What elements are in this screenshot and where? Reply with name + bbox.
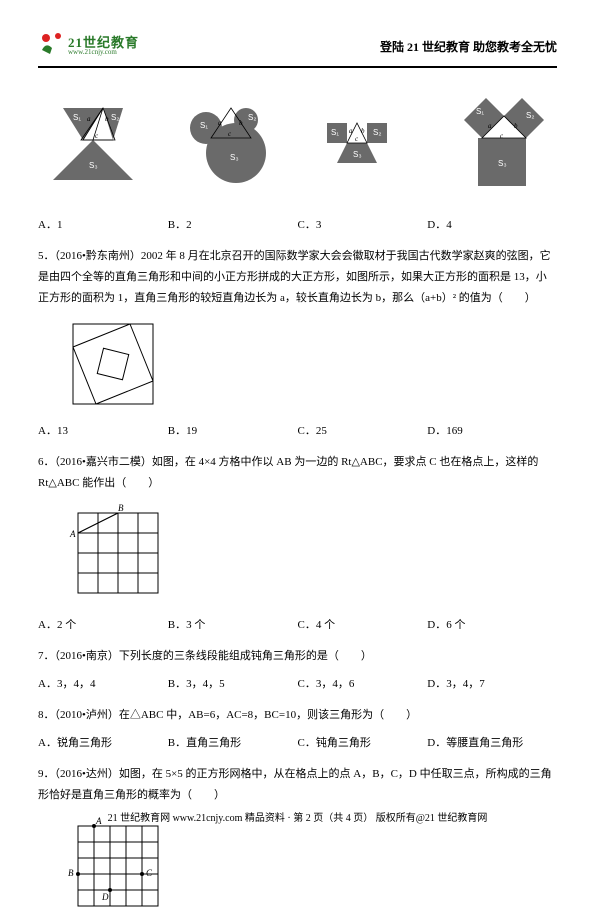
svg-text:S₃: S₃ — [230, 153, 239, 162]
q4-fig3: S₁ S₂ S₃ a b c — [309, 103, 409, 183]
svg-text:S₁: S₁ — [331, 128, 339, 137]
svg-text:S₁: S₁ — [476, 107, 484, 116]
q5-opt-d: D．169 — [427, 422, 557, 438]
q7-text: 7．（2016•南京）下列长度的三条线段能组成钝角三角形的是（ ） — [38, 646, 557, 667]
q4-opt-a: A．1 — [38, 216, 168, 232]
q5-opt-b: B．19 — [168, 422, 298, 438]
q6-opt-b: B．3 个 — [168, 616, 298, 632]
logo: 21世纪教育 www.21cnjy.com — [38, 30, 139, 62]
svg-text:S₃: S₃ — [353, 150, 362, 159]
svg-text:S₂: S₂ — [248, 113, 256, 122]
q5-options: A．13 B．19 C．25 D．169 — [38, 422, 557, 438]
q7-opt-c: C．3，4，6 — [298, 675, 428, 691]
svg-text:c: c — [355, 135, 359, 143]
svg-text:a: a — [488, 122, 492, 130]
q8-options: A．锐角三角形 B．直角三角形 C．钝角三角形 D．等腰直角三角形 — [38, 734, 557, 750]
q4-figures: S₁ S₂ S₃ a b c S₁ S₂ S₃ a b c S₁ S₂ S₃ a… — [38, 88, 557, 198]
q4-opt-b: B．2 — [168, 216, 298, 232]
svg-text:c: c — [95, 132, 99, 140]
svg-text:A: A — [69, 529, 76, 539]
svg-text:b: b — [105, 115, 109, 123]
q4-opt-c: C．3 — [298, 216, 428, 232]
q6-opt-c: C．4 个 — [298, 616, 428, 632]
q6-figure: A B — [68, 503, 557, 606]
svg-text:S₁: S₁ — [73, 113, 81, 122]
q6-options: A．2 个 B．3 个 C．4 个 D．6 个 — [38, 616, 557, 632]
svg-text:D: D — [101, 892, 109, 902]
svg-text:S₂: S₂ — [526, 111, 534, 120]
q4-fig2: S₁ S₂ S₃ a b c — [176, 98, 276, 188]
svg-text:S₂: S₂ — [111, 113, 119, 122]
q7-opt-b: B．3，4，5 — [168, 675, 298, 691]
q7-options: A．3，4，4 B．3，4，5 C．3，4，6 D．3，4，7 — [38, 675, 557, 691]
page-header: 21世纪教育 www.21cnjy.com 登陆 21 世纪教育 助您教考全无忧 — [38, 30, 557, 68]
q4-fig1: S₁ S₂ S₃ a b c — [43, 98, 143, 188]
q6-opt-a: A．2 个 — [38, 616, 168, 632]
logo-text-sub: www.21cnjy.com — [68, 49, 139, 56]
q8-opt-d: D．等腰直角三角形 — [427, 734, 557, 750]
svg-text:C: C — [146, 868, 153, 878]
svg-text:b: b — [361, 127, 365, 135]
q6-text: 6．（2016•嘉兴市二模）如图，在 4×4 方格中作以 AB 为一边的 Rt△… — [38, 452, 557, 494]
svg-text:S₁: S₁ — [200, 121, 208, 130]
q7-opt-d: D．3，4，7 — [427, 675, 557, 691]
svg-text:B: B — [118, 503, 124, 513]
q9-text: 9．（2016•达州）如图，在 5×5 的正方形网格中，从在格点上的点 A，B，… — [38, 764, 557, 806]
svg-text:a: a — [349, 127, 353, 135]
svg-text:b: b — [239, 119, 243, 127]
header-tagline: 登陆 21 世纪教育 助您教考全无忧 — [380, 38, 557, 55]
svg-text:a: a — [87, 115, 91, 123]
q6-opt-d: D．6 个 — [427, 616, 557, 632]
q8-text: 8．（2010•泸州）在△ABC 中，AB=6，AC=8，BC=10，则该三角形… — [38, 705, 557, 726]
q8-opt-a: A．锐角三角形 — [38, 734, 168, 750]
svg-text:S₂: S₂ — [373, 128, 381, 137]
svg-text:S₃: S₃ — [89, 161, 98, 170]
q4-opt-d: D．4 — [427, 216, 557, 232]
q4-fig4: S₁ S₂ S₃ a b c — [442, 88, 552, 198]
svg-text:a: a — [218, 119, 222, 127]
q5-figure — [68, 319, 557, 412]
q4-options: A．1 B．2 C．3 D．4 — [38, 216, 557, 232]
q8-opt-b: B．直角三角形 — [168, 734, 298, 750]
svg-text:S₃: S₃ — [498, 159, 507, 168]
q5-opt-a: A．13 — [38, 422, 168, 438]
svg-text:b: b — [514, 122, 518, 130]
page-footer: 21 世纪教育网 www.21cnjy.com 精品资料 · 第 2 页（共 4… — [0, 809, 595, 824]
logo-icon — [38, 30, 64, 62]
q7-opt-a: A．3，4，4 — [38, 675, 168, 691]
q5-opt-c: C．25 — [298, 422, 428, 438]
q9-figure: A B C D — [68, 816, 557, 919]
svg-text:B: B — [68, 868, 74, 878]
q8-opt-c: C．钝角三角形 — [298, 734, 428, 750]
q5-text: 5．（2016•黔东南州）2002 年 8 月在北京召开的国际数学家大会会徽取材… — [38, 246, 557, 309]
